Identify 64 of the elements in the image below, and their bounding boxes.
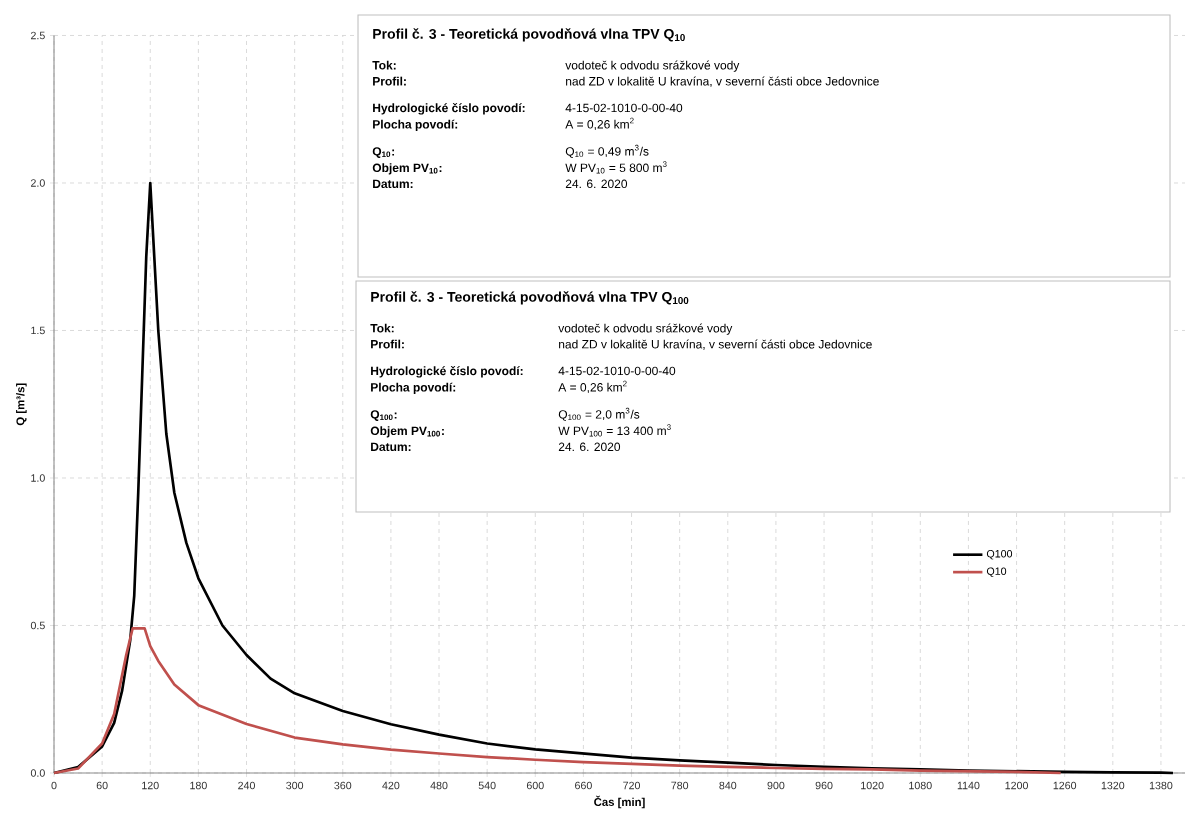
- legend-label: Q10: [986, 567, 1007, 577]
- y-tick-label: 1.5: [31, 326, 45, 335]
- annotation: Profil č. 3 - Teoretická povodňová vlna TPV Q$_{10}$: [373, 28, 685, 42]
- x-tick-label: 540: [478, 781, 496, 790]
- annotation: Q$_{100}$ = 2,0 m$^{3}$/s: [558, 407, 640, 421]
- y-tick-label: 2.5: [31, 31, 45, 40]
- annotation: Profil č. 3 - Teoretická povodňová vlna TPV Q$_{100}$: [371, 291, 689, 305]
- annotation: Profil:: [371, 339, 404, 349]
- annotation: Objem PV$_{100}$:: [370, 426, 444, 438]
- x-tick-label: 240: [238, 781, 255, 790]
- annotation: W PV$_{10}$ = 5 800 m$^{3}$: [565, 161, 667, 174]
- annotation: A = 0,26 km$^{2}$: [558, 380, 627, 393]
- annotation: Profil:: [373, 76, 406, 86]
- x-tick-label: 960: [815, 781, 833, 790]
- x-tick-label: 720: [623, 781, 641, 790]
- x-tick-label: 1380: [1149, 781, 1173, 790]
- x-tick-label: 60: [96, 781, 108, 790]
- y-tick-label: 1.0: [31, 474, 45, 482]
- annotation: 4-15-02-1010-0-00-40: [558, 366, 676, 376]
- x-tick-label: 660: [575, 781, 592, 790]
- annotation: Plocha povodí:: [371, 382, 456, 394]
- annotation: A = 0,26 km$^{2}$: [565, 117, 634, 130]
- x-tick-label: 360: [334, 781, 352, 790]
- x-tick-label: 420: [382, 781, 400, 790]
- annotation: vodoteč k odvodu srážkové vody: [558, 323, 733, 335]
- annotation: Q$_{100}$:: [370, 410, 397, 421]
- annotation: Objem PV$_{10}$:: [372, 163, 442, 175]
- annotation: vodoteč k odvodu srážkové vody: [565, 60, 740, 72]
- x-tick-label: 480: [430, 781, 448, 790]
- x-tick-label: 1140: [957, 781, 980, 790]
- x-tick-label: 180: [190, 781, 207, 790]
- annotation: nad ZD v lokalitě U kravína, v severní části obce Jedovnice: [559, 339, 872, 350]
- annotation: 24. 6. 2020: [565, 179, 628, 189]
- x-tick-label: 840: [719, 781, 737, 790]
- x-tick-label: 1320: [1101, 781, 1125, 790]
- x-tick-label: 1080: [909, 781, 932, 790]
- annotation: Hydrologické číslo povodí:: [371, 366, 523, 378]
- x-tick-label: 600: [526, 781, 544, 790]
- y-tick-label: 2.0: [31, 179, 45, 187]
- annotation: Q$_{10}$:: [372, 147, 395, 158]
- x-tick-label: 0: [51, 781, 57, 790]
- annotation: 4-15-02-1010-0-00-40: [565, 103, 683, 113]
- annotation: Datum:: [373, 179, 413, 189]
- x-axis-title: Čas [min]: [594, 795, 645, 809]
- annotation: Datum:: [371, 442, 411, 452]
- y-axis-title: Q [m³/s]: [16, 383, 27, 426]
- annotation: Hydrologické číslo povodí:: [373, 103, 525, 115]
- x-tick-label: 1200: [1005, 781, 1028, 790]
- annotation: nad ZD v lokalitě U kravína, v severní části obce Jedovnice: [566, 76, 879, 87]
- x-tick-label: 1260: [1053, 781, 1077, 790]
- legend-label: Q100: [986, 549, 1013, 560]
- annotation: Tok:: [372, 60, 396, 70]
- annotation: Plocha povodí:: [373, 119, 458, 131]
- annotation: Tok:: [370, 323, 394, 333]
- x-tick-label: 300: [286, 781, 304, 790]
- x-tick-label: 780: [671, 781, 689, 790]
- annotation: 24. 6. 2020: [558, 442, 621, 452]
- x-tick-label: 900: [767, 781, 785, 790]
- annotation: Q$_{10}$ = 0,49 m$^{3}$/s: [565, 144, 649, 158]
- annotation: W PV$_{100}$ = 13 400 m$^{3}$: [558, 424, 671, 437]
- y-tick-label: 0.5: [30, 621, 45, 630]
- y-tick-label: 0.0: [30, 769, 45, 777]
- x-tick-label: 120: [142, 781, 159, 790]
- x-tick-label: 1020: [861, 781, 884, 790]
